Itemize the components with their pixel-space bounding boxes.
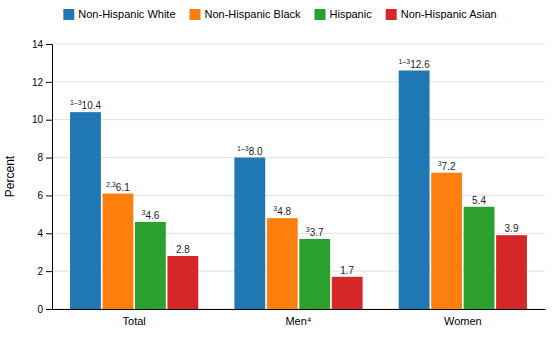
footnote-marker: 3 xyxy=(141,209,145,216)
y-axis-title: Percent xyxy=(3,155,17,197)
data-label: 12.6 xyxy=(410,59,430,70)
grid-line xyxy=(52,81,545,82)
data-label: 3.9 xyxy=(505,223,519,234)
y-tick-label: 0 xyxy=(37,304,43,315)
y-tick-mark xyxy=(46,120,52,121)
grid-line xyxy=(52,119,545,120)
data-label: 4.8 xyxy=(277,206,291,217)
y-axis-line xyxy=(46,45,53,310)
legend-swatch xyxy=(315,9,326,20)
bar xyxy=(135,222,166,309)
y-tick: 6 xyxy=(37,190,52,201)
x-tick-label: Women xyxy=(444,315,482,327)
grid-line xyxy=(52,44,545,45)
y-tick-label: 12 xyxy=(32,77,44,88)
bar xyxy=(431,173,462,309)
bar xyxy=(299,239,330,309)
y-tick: 12 xyxy=(32,77,52,88)
bar xyxy=(496,235,527,309)
data-label: 8.0 xyxy=(249,146,263,157)
y-tick-mark xyxy=(46,158,52,159)
legend-swatch xyxy=(190,9,201,20)
footnote-marker: 3 xyxy=(306,226,310,233)
data-label: 7.2 xyxy=(442,161,456,172)
y-tick-mark xyxy=(46,271,52,272)
y-tick-mark xyxy=(46,44,52,45)
y-tick: 8 xyxy=(37,152,52,163)
y-tick-label: 10 xyxy=(32,114,44,125)
y-tick: 10 xyxy=(32,114,52,125)
legend-swatch xyxy=(63,9,74,20)
y-tick: 14 xyxy=(32,39,52,50)
data-label: 6.1 xyxy=(116,182,130,193)
x-tick-label: Total xyxy=(123,315,146,327)
bar xyxy=(234,158,265,309)
bar xyxy=(103,194,134,309)
y-tick: 2 xyxy=(37,266,52,277)
footnote-marker: 1–3 xyxy=(237,145,249,152)
y-tick-label: 14 xyxy=(32,39,44,50)
footnote-marker: 1–3 xyxy=(399,58,411,65)
bar xyxy=(167,256,198,309)
x-tick: Women xyxy=(444,315,482,327)
y-tick: 0 xyxy=(37,304,52,315)
y-tick-mark xyxy=(46,309,52,310)
y-tick-label: 4 xyxy=(37,228,43,239)
legend-label: Non-Hispanic Black xyxy=(205,8,301,20)
y-tick-mark xyxy=(46,82,52,83)
x-axis: Total Men⁴ Women xyxy=(53,310,546,327)
legend-item: Non-Hispanic White xyxy=(63,8,175,20)
bar xyxy=(267,218,298,309)
legend-item: Non-Hispanic Black xyxy=(190,8,301,20)
data-label: 5.4 xyxy=(472,195,486,206)
y-axis: 0 2 4 6 8 10 12 14 xyxy=(32,39,53,315)
legend-item: Hispanic xyxy=(315,8,373,20)
x-axis-line xyxy=(53,309,546,310)
data-label: 4.6 xyxy=(145,210,159,221)
y-tick-label: 2 xyxy=(37,266,43,277)
y-tick-mark xyxy=(46,195,52,196)
x-tick: Men⁴ xyxy=(285,315,311,327)
bar xyxy=(332,277,363,309)
legend-item: Non-Hispanic Asian xyxy=(386,8,497,20)
y-tick-label: 8 xyxy=(37,152,43,163)
bars xyxy=(70,71,527,310)
data-label: 2.8 xyxy=(176,244,190,255)
footnote-marker: 3 xyxy=(438,160,442,167)
x-tick-label: Men⁴ xyxy=(285,315,311,327)
x-tick: Total xyxy=(123,315,146,327)
legend-label: Hispanic xyxy=(330,8,373,20)
data-labels: 10.41–38.01–312.61–36.12,34.837.234.633.… xyxy=(70,58,519,276)
legend-label: Non-Hispanic Asian xyxy=(401,8,497,20)
bar xyxy=(464,207,495,309)
y-tick: 4 xyxy=(37,228,52,239)
y-tick-label: 6 xyxy=(37,190,43,201)
legend: Non-Hispanic White Non-Hispanic Black Hisp… xyxy=(63,8,496,20)
y-tick-mark xyxy=(46,233,52,234)
grid-line xyxy=(52,157,545,158)
footnote-marker: 1–3 xyxy=(70,99,82,106)
bar xyxy=(70,112,101,309)
data-label: 3.7 xyxy=(310,227,324,238)
data-label: 10.4 xyxy=(82,100,102,111)
footnote-marker: 2,3 xyxy=(106,181,116,188)
data-label: 1.7 xyxy=(340,265,354,276)
grid xyxy=(52,44,545,309)
chart: 02468101214PercentTotalMen⁴Women10.41–38… xyxy=(0,0,560,339)
bar xyxy=(399,71,430,310)
legend-swatch xyxy=(386,9,397,20)
legend-label: Non-Hispanic White xyxy=(78,8,175,20)
footnote-marker: 3 xyxy=(273,205,277,212)
